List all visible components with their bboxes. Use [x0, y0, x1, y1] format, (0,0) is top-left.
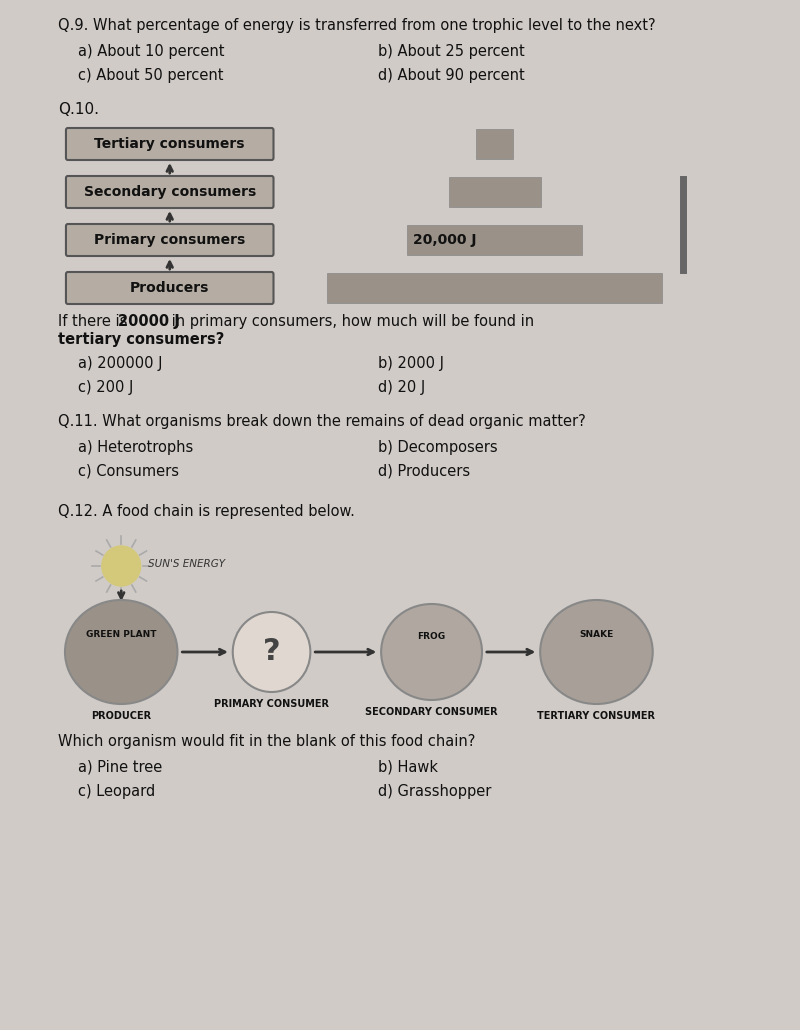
Text: Producers: Producers — [130, 281, 210, 295]
Text: TERTIARY CONSUMER: TERTIARY CONSUMER — [538, 711, 655, 721]
Text: SECONDARY CONSUMER: SECONDARY CONSUMER — [366, 707, 498, 717]
Text: d) About 90 percent: d) About 90 percent — [378, 68, 525, 83]
Text: c) Consumers: c) Consumers — [78, 464, 178, 479]
Bar — [407, 225, 582, 255]
Text: c) About 50 percent: c) About 50 percent — [78, 68, 223, 83]
Text: Primary consumers: Primary consumers — [94, 233, 246, 247]
Text: c) Leopard: c) Leopard — [78, 784, 155, 799]
FancyBboxPatch shape — [66, 272, 274, 304]
Text: SUN'S ENERGY: SUN'S ENERGY — [148, 559, 226, 569]
Text: d) Grasshopper: d) Grasshopper — [378, 784, 492, 799]
Ellipse shape — [540, 600, 653, 703]
Text: SNAKE: SNAKE — [579, 630, 614, 639]
Ellipse shape — [381, 604, 482, 700]
Text: b) Decomposers: b) Decomposers — [378, 440, 498, 455]
FancyBboxPatch shape — [66, 224, 274, 256]
Text: Which organism would fit in the blank of this food chain?: Which organism would fit in the blank of… — [58, 734, 475, 749]
Text: d) Producers: d) Producers — [378, 464, 470, 479]
Text: PRIMARY CONSUMER: PRIMARY CONSUMER — [214, 699, 329, 709]
FancyBboxPatch shape — [66, 128, 274, 160]
Text: Secondary consumers: Secondary consumers — [83, 185, 256, 199]
Text: Q.12. A food chain is represented below.: Q.12. A food chain is represented below. — [58, 504, 355, 519]
Text: 20,000 J: 20,000 J — [413, 233, 477, 247]
Text: tertiary consumers?: tertiary consumers? — [58, 332, 225, 347]
Text: a) Pine tree: a) Pine tree — [78, 760, 162, 775]
Text: a) About 10 percent: a) About 10 percent — [78, 44, 224, 59]
Text: 20000 J: 20000 J — [118, 314, 180, 329]
Bar — [476, 129, 513, 159]
Text: b) About 25 percent: b) About 25 percent — [378, 44, 525, 59]
Text: If there is: If there is — [58, 314, 132, 329]
Text: Q.9. What percentage of energy is transferred from one trophic level to the next: Q.9. What percentage of energy is transf… — [58, 18, 656, 33]
Text: d) 20 J: d) 20 J — [378, 380, 426, 394]
Text: in primary consumers, how much will be found in: in primary consumers, how much will be f… — [167, 314, 538, 329]
Ellipse shape — [65, 600, 178, 703]
Text: b) 2000 J: b) 2000 J — [378, 356, 444, 371]
FancyBboxPatch shape — [66, 176, 274, 208]
Bar — [327, 273, 662, 303]
Text: b) Hawk: b) Hawk — [378, 760, 438, 775]
Text: ?: ? — [262, 638, 280, 666]
Text: FROG: FROG — [418, 632, 446, 641]
Text: Q.10.: Q.10. — [58, 102, 99, 117]
Ellipse shape — [233, 612, 310, 692]
Text: GREEN PLANT: GREEN PLANT — [86, 630, 157, 639]
Circle shape — [102, 546, 141, 586]
Text: a) 200000 J: a) 200000 J — [78, 356, 162, 371]
Text: Tertiary consumers: Tertiary consumers — [94, 137, 245, 151]
Text: PRODUCER: PRODUCER — [91, 711, 151, 721]
Text: c) 200 J: c) 200 J — [78, 380, 133, 394]
Text: Q.11. What organisms break down the remains of dead organic matter?: Q.11. What organisms break down the rema… — [58, 414, 586, 430]
Bar — [449, 177, 541, 207]
Text: a) Heterotrophs: a) Heterotrophs — [78, 440, 193, 455]
